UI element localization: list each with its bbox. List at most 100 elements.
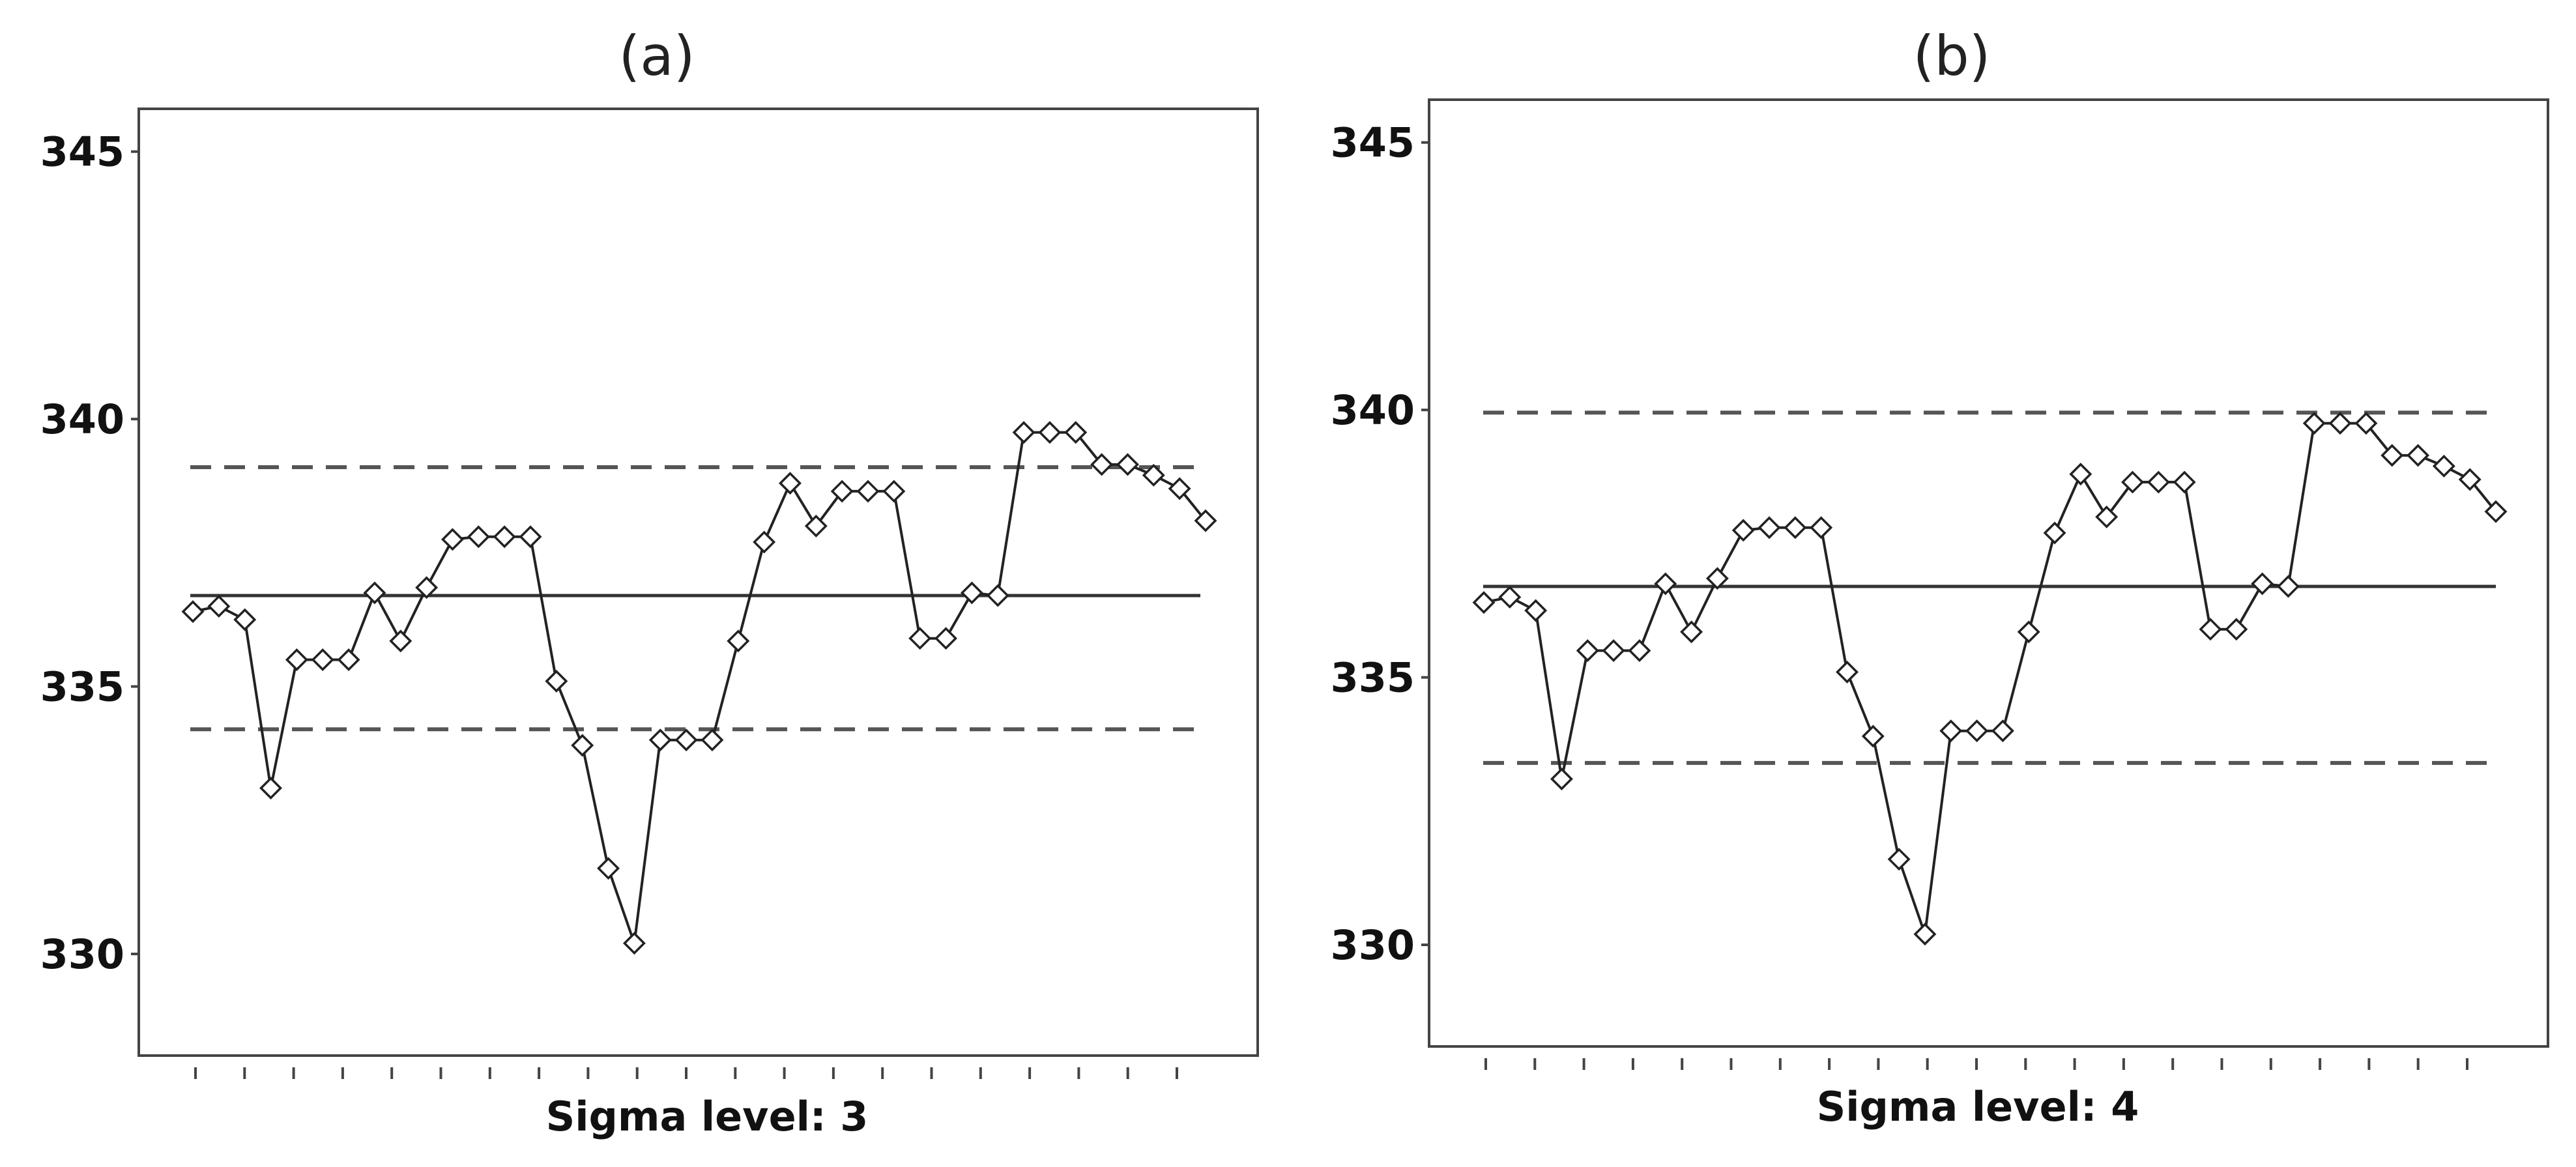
data-point-7-a bbox=[337, 648, 360, 672]
data-point-18-a bbox=[622, 932, 646, 955]
data-point-29-b bbox=[2199, 618, 2222, 641]
data-point-19-b bbox=[1939, 719, 1963, 743]
data-point-10-a bbox=[415, 576, 439, 599]
data-point-3-a bbox=[233, 608, 257, 631]
data-point-27-a bbox=[856, 480, 880, 503]
data-point-9-b bbox=[1680, 620, 1703, 644]
x-axis-a bbox=[194, 1067, 1178, 1079]
data-point-37-a bbox=[1116, 453, 1139, 476]
data-point-34-b bbox=[2328, 412, 2352, 435]
data-point-30-a bbox=[934, 627, 958, 650]
data-point-39-b bbox=[2458, 468, 2482, 491]
data-point-2-a bbox=[207, 594, 231, 618]
data-point-8-a bbox=[363, 581, 386, 605]
data-point-9-a bbox=[389, 629, 412, 653]
data-point-11-b bbox=[1731, 519, 1755, 542]
data-point-14-a bbox=[519, 525, 542, 549]
data-point-20-a bbox=[674, 728, 698, 752]
data-point-25-b bbox=[2095, 505, 2119, 528]
y-tick-label-345-b: 345 bbox=[1331, 119, 1415, 167]
data-point-7-b bbox=[1628, 639, 1651, 663]
data-point-23-a bbox=[753, 530, 776, 554]
data-point-11-a bbox=[441, 528, 464, 551]
data-point-28-b bbox=[2173, 470, 2196, 494]
panel-title-b: (b) bbox=[1913, 24, 1991, 88]
series-line-b bbox=[1483, 422, 2497, 935]
y-tick-label-345-a: 345 bbox=[40, 128, 124, 176]
data-point-26-b bbox=[2121, 470, 2144, 494]
data-point-10-b bbox=[1705, 567, 1729, 590]
data-point-40-a bbox=[1194, 509, 1217, 532]
data-point-17-a bbox=[597, 857, 620, 880]
data-point-40-b bbox=[2484, 500, 2508, 523]
data-point-3-b bbox=[1524, 599, 1548, 622]
data-point-24-a bbox=[778, 472, 802, 495]
x-axis-label-b: Sigma level: 4 bbox=[1817, 1083, 2139, 1131]
data-point-13-a bbox=[493, 525, 516, 549]
data-point-1-b bbox=[1472, 591, 1496, 614]
data-point-34-a bbox=[1038, 421, 1062, 444]
y-axis-b: 330 335 340 345 bbox=[1331, 119, 1429, 969]
data-point-8-b bbox=[1654, 572, 1677, 596]
chart-panel-a: (a) 330 335 340 345 Sigma level: 3 bbox=[40, 24, 1259, 1140]
data-point-23-b bbox=[2043, 521, 2066, 545]
x-axis-label-a: Sigma level: 3 bbox=[546, 1093, 869, 1140]
data-point-31-b bbox=[2251, 572, 2274, 596]
y-tick-label-340-a: 340 bbox=[40, 396, 124, 443]
data-point-31-a bbox=[960, 581, 983, 605]
data-point-32-b bbox=[2276, 575, 2300, 598]
data-point-25-a bbox=[804, 514, 828, 538]
y-axis-a: 330 335 340 345 bbox=[40, 128, 139, 978]
data-point-6-b bbox=[1602, 639, 1625, 663]
data-point-30-b bbox=[2225, 618, 2248, 641]
plot-frame-b bbox=[1428, 98, 2549, 1048]
data-point-36-b bbox=[2381, 444, 2404, 467]
data-point-13-b bbox=[1784, 516, 1807, 540]
data-point-5-b bbox=[1576, 639, 1599, 663]
y-tick-label-340-b: 340 bbox=[1331, 386, 1415, 434]
series-markers-a bbox=[181, 421, 1217, 955]
data-point-15-a bbox=[545, 669, 568, 693]
data-point-1-a bbox=[181, 600, 205, 624]
data-point-39-a bbox=[1168, 477, 1191, 500]
data-point-36-a bbox=[1090, 453, 1114, 476]
data-point-38-b bbox=[2432, 454, 2455, 478]
data-point-38-a bbox=[1142, 463, 1165, 487]
series-line-a bbox=[192, 431, 1207, 944]
data-point-37-b bbox=[2407, 444, 2430, 467]
x-axis-b bbox=[1484, 1058, 2468, 1070]
data-point-2-b bbox=[1498, 585, 1522, 609]
data-point-19-a bbox=[648, 728, 672, 752]
data-point-20-b bbox=[1965, 719, 1989, 743]
data-point-22-b bbox=[2017, 620, 2040, 644]
data-point-29-a bbox=[908, 627, 932, 650]
data-point-21-a bbox=[701, 728, 724, 752]
data-point-22-a bbox=[727, 629, 750, 653]
data-point-12-a bbox=[467, 525, 490, 549]
data-point-32-a bbox=[986, 584, 1009, 607]
data-point-18-b bbox=[1913, 923, 1937, 946]
data-point-16-a bbox=[571, 734, 594, 757]
data-point-12-b bbox=[1758, 516, 1781, 540]
data-point-4-a bbox=[259, 777, 283, 800]
data-point-15-b bbox=[1836, 660, 1859, 684]
plot-frame-a bbox=[137, 108, 1259, 1057]
data-point-28-a bbox=[882, 480, 906, 503]
data-point-5-a bbox=[285, 648, 308, 672]
y-tick-label-335-b: 335 bbox=[1331, 654, 1415, 702]
data-point-17-b bbox=[1887, 848, 1911, 871]
data-point-35-b bbox=[2354, 412, 2378, 435]
data-point-14-b bbox=[1810, 516, 1833, 540]
data-point-27-b bbox=[2147, 470, 2170, 494]
data-point-24-b bbox=[2069, 463, 2092, 486]
chart-panel-b: (b) 330 335 340 345 Sigma level: 4 bbox=[1331, 24, 2549, 1131]
y-tick-label-330-a: 330 bbox=[40, 930, 124, 978]
data-point-16-b bbox=[1861, 725, 1885, 748]
data-point-35-a bbox=[1064, 421, 1088, 444]
data-point-33-a bbox=[1012, 421, 1035, 444]
data-point-21-b bbox=[1991, 719, 2014, 743]
data-point-26-a bbox=[830, 480, 854, 503]
data-point-4-b bbox=[1550, 768, 1573, 791]
data-point-33-b bbox=[2302, 412, 2326, 435]
